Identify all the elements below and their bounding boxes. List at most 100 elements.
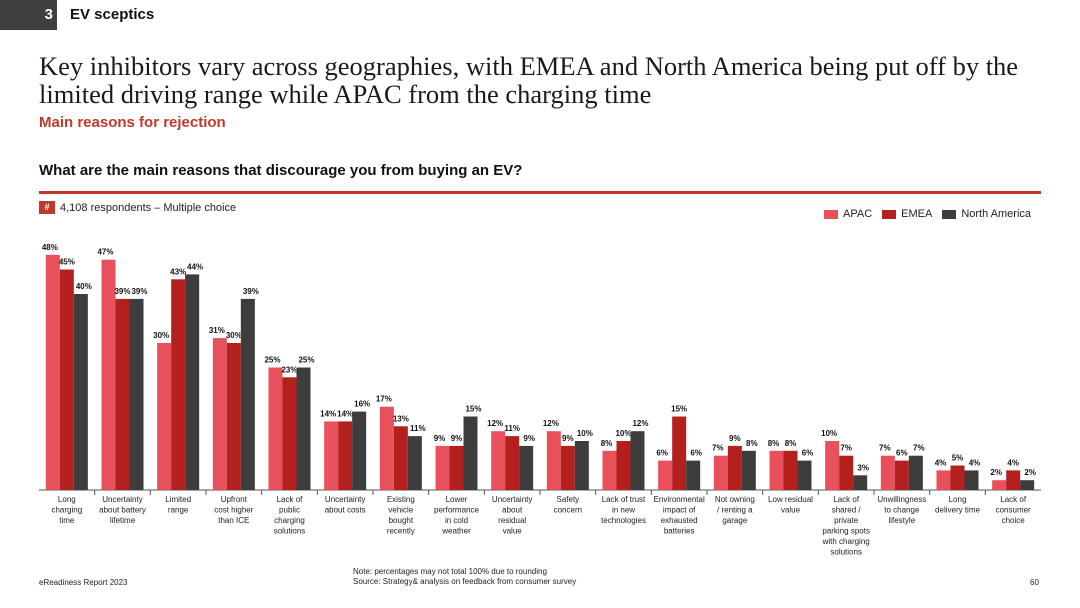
legend-swatch-north-america: [942, 209, 957, 219]
bar-apac-lack-of-shared-private-parking-spots-with-charging-solutions: [825, 441, 840, 490]
value-label-apac-limited-range: 30%: [153, 331, 169, 340]
value-label-apac-long-delivery-time: 4%: [935, 458, 947, 467]
value-label-north-america-not-owning-renting-a-garage: 8%: [746, 439, 758, 448]
category-label-uncertainty-about-costs: Uncertainty about costs: [325, 495, 366, 515]
legend-label-north-america: North America: [961, 208, 1032, 220]
bar-north-america-uncertainty-about-battery-lifetime: [129, 298, 144, 490]
hash-icon: #: [39, 201, 55, 214]
bar-apac-lack-of-consumer-choice: [992, 480, 1007, 490]
value-label-apac-lack-of-public-charging-solutions: 25%: [264, 356, 280, 365]
bar-apac-long-charging-time: [45, 254, 60, 490]
category-label-low-residual-value: Low residual value: [768, 495, 813, 515]
value-label-emea-low-residual-value: 8%: [785, 439, 797, 448]
footer-report-name: eReadiness Report 2023: [39, 578, 128, 587]
value-label-emea-uncertainty-about-residual-value: 11%: [504, 424, 520, 433]
bar-north-america-uncertainty-about-residual-value: [519, 445, 534, 490]
bar-north-america-not-owning-renting-a-garage: [741, 450, 756, 490]
value-label-north-america-low-residual-value: 6%: [802, 449, 814, 458]
bar-apac-unwillingness-to-change-lifestyle: [880, 455, 895, 490]
bar-north-america-long-delivery-time: [964, 470, 979, 490]
value-label-north-america-upfront-cost-higher-than-ice: 39%: [243, 287, 259, 296]
survey-question: What are the main reasons that discourag…: [39, 162, 523, 179]
bar-apac-upfront-cost-higher-than-ice: [212, 338, 227, 490]
bar-emea-uncertainty-about-costs: [338, 421, 353, 490]
category-label-environmental-impact-of-exhausted-batteries: Environmental impact of exhausted batteries: [654, 495, 705, 536]
category-label-long-delivery-time: Long delivery time: [935, 495, 980, 515]
bar-apac-environmental-impact-of-exhausted-batteries: [658, 460, 673, 490]
category-label-uncertainty-about-residual-value: Uncertainty about residual value: [492, 495, 532, 536]
value-label-apac-lower-performance-in-cold-weather: 9%: [434, 434, 446, 443]
category-label-not-owning-renting-a-garage: Not owning / renting a garage: [715, 495, 755, 525]
value-label-apac-not-owning-renting-a-garage: 7%: [712, 444, 724, 453]
value-label-emea-uncertainty-about-costs: 14%: [337, 409, 353, 418]
category-label-lower-performance-in-cold-weather: Lower performance in cold weather: [434, 495, 479, 536]
bar-north-america-upfront-cost-higher-than-ice: [240, 298, 255, 490]
value-label-emea-lack-of-shared-private-parking-spots-with-charging-solutions: 7%: [840, 444, 852, 453]
bar-emea-lack-of-shared-private-parking-spots-with-charging-solutions: [839, 455, 854, 490]
category-label-lack-of-consumer-choice: Lack of consumer choice: [996, 495, 1031, 525]
bar-apac-lower-performance-in-cold-weather: [435, 445, 450, 490]
value-label-emea-safety-concern: 9%: [562, 434, 574, 443]
category-label-upfront-cost-higher-than-ice: Upfront cost higher than ICE: [214, 495, 253, 525]
bar-north-america-lack-of-public-charging-solutions: [296, 367, 311, 490]
category-label-long-charging-time: Long charging time: [51, 495, 82, 525]
value-label-apac-unwillingness-to-change-lifestyle: 7%: [879, 444, 891, 453]
source-line: Source: Strategy& analysis on feedback f…: [353, 577, 577, 586]
respondents-info: # 4,108 respondents – Multiple choice: [39, 201, 236, 214]
value-label-apac-lack-of-shared-private-parking-spots-with-charging-solutions: 10%: [821, 429, 837, 438]
category-label-existing-vehicle-bought-recently: Existing vehicle bought recently: [387, 495, 415, 536]
value-label-apac-upfront-cost-higher-than-ice: 31%: [209, 326, 225, 335]
bar-emea-not-owning-renting-a-garage: [727, 445, 742, 490]
value-label-north-america-uncertainty-about-residual-value: 9%: [523, 434, 535, 443]
category-label-lack-of-trust-in-new-technologies: Lack of trust in new technologies: [601, 495, 646, 525]
bar-apac-safety-concern: [546, 431, 561, 490]
value-label-apac-lack-of-consumer-choice: 2%: [990, 468, 1002, 477]
bar-north-america-limited-range: [185, 274, 200, 490]
category-label-limited-range: Limited range: [165, 495, 191, 515]
value-label-emea-not-owning-renting-a-garage: 9%: [729, 434, 741, 443]
bar-emea-lack-of-consumer-choice: [1006, 470, 1021, 490]
bar-apac-existing-vehicle-bought-recently: [379, 406, 394, 490]
bar-north-america-lack-of-shared-private-parking-spots-with-charging-solutions: [853, 475, 868, 490]
bar-apac-long-delivery-time: [936, 470, 951, 490]
value-label-north-america-unwillingness-to-change-lifestyle: 7%: [913, 444, 925, 453]
bar-apac-lack-of-public-charging-solutions: [268, 367, 283, 490]
bar-apac-lack-of-trust-in-new-technologies: [602, 450, 617, 490]
bar-apac-limited-range: [157, 343, 172, 490]
slide-number-badge: 3: [0, 0, 57, 30]
bar-emea-uncertainty-about-residual-value: [505, 436, 520, 490]
bar-north-america-low-residual-value: [797, 460, 812, 490]
value-label-apac-low-residual-value: 8%: [768, 439, 780, 448]
bar-emea-long-charging-time: [59, 269, 74, 490]
bar-north-america-lack-of-trust-in-new-technologies: [630, 431, 645, 490]
value-label-emea-uncertainty-about-battery-lifetime: 39%: [114, 287, 130, 296]
bar-apac-low-residual-value: [769, 450, 784, 490]
note-line: Note: percentages may not total 100% due…: [353, 567, 547, 576]
value-label-emea-lower-performance-in-cold-weather: 9%: [451, 434, 463, 443]
value-label-emea-lack-of-public-charging-solutions: 23%: [281, 365, 297, 374]
legend-swatch-emea: [882, 209, 897, 219]
value-label-north-america-lack-of-public-charging-solutions: 25%: [298, 356, 314, 365]
bar-emea-safety-concern: [560, 445, 575, 490]
bar-north-america-lack-of-consumer-choice: [1020, 480, 1035, 490]
value-label-north-america-long-charging-time: 40%: [76, 282, 92, 291]
bar-emea-upfront-cost-higher-than-ice: [226, 343, 241, 490]
value-label-north-america-limited-range: 44%: [187, 262, 203, 271]
bar-north-america-unwillingness-to-change-lifestyle: [908, 455, 923, 490]
bar-north-america-existing-vehicle-bought-recently: [407, 436, 422, 490]
legend-label-emea: EMEA: [901, 208, 933, 220]
legend-item-north-america: North America: [942, 208, 1031, 220]
value-label-apac-uncertainty-about-residual-value: 12%: [487, 419, 503, 428]
category-label-safety-concern: Safety concern: [554, 495, 582, 515]
chart-note: Note: percentages may not total 100% due…: [353, 567, 576, 587]
value-label-apac-safety-concern: 12%: [543, 419, 559, 428]
bar-emea-lack-of-trust-in-new-technologies: [616, 441, 631, 490]
value-label-apac-long-charging-time: 48%: [42, 243, 58, 252]
legend-item-apac: APAC: [824, 208, 872, 220]
bar-north-america-environmental-impact-of-exhausted-batteries: [686, 460, 701, 490]
bar-apac-not-owning-renting-a-garage: [713, 455, 728, 490]
bar-emea-limited-range: [171, 279, 186, 490]
category-label-unwillingness-to-change-lifestyle: Unwillingness to change lifestyle: [877, 495, 926, 525]
value-label-emea-unwillingness-to-change-lifestyle: 6%: [896, 449, 908, 458]
chart-legend: APAC EMEA North America: [824, 208, 1041, 220]
